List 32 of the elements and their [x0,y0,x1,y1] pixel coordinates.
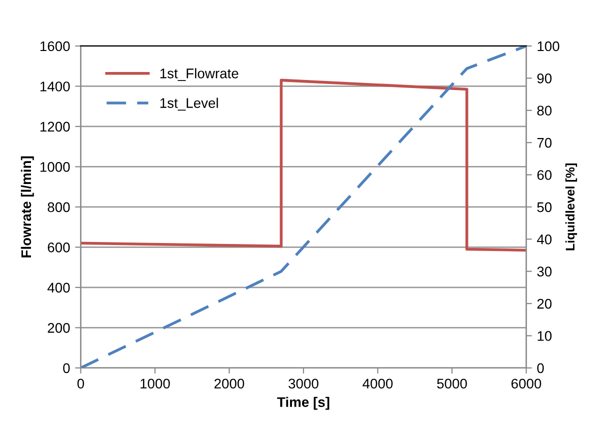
y2-tick-label: 30 [537,266,552,277]
legend-label: 1st_Flowrate [160,68,238,81]
y-tick-label: 1600 [40,41,70,52]
y-tick-label: 1200 [40,122,70,132]
x-tick-label: 3000 [288,378,318,389]
x-tick-label: 2000 [214,378,244,389]
legend-label: 1st_Level [160,98,218,111]
y2-tick-label: 80 [537,106,552,116]
y-tick-label: 0 [63,363,70,374]
x-tick-label: 4000 [362,378,393,389]
x-axis-title: Time [s] [277,396,330,410]
y-tick-label: 1400 [40,82,70,92]
y-tick-label: 200 [48,323,70,333]
y2-tick-label: 40 [536,234,552,244]
y-tick-label: 600 [48,242,70,252]
y-tick-label: 800 [48,202,70,212]
x-tick-label: 6000 [512,378,542,389]
y-tick-label: 400 [47,282,70,293]
y-tick-label: 1000 [40,162,70,172]
y2-tick-label: 100 [538,41,560,52]
x-tick-label: 1000 [140,378,170,389]
y2-tick-label: 10 [538,331,552,341]
y2-tick-label: 20 [537,298,552,309]
y2-tick-label: 70 [537,138,552,148]
x-tick-label: 0 [77,378,84,389]
y2-axis-title: Liquidlevel [%] [565,164,578,250]
y2-tick-label: 0 [537,363,544,374]
y-axis-title: Flowrate [l/min] [20,156,34,258]
y2-tick-label: 90 [537,74,552,84]
y2-tick-label: 60 [537,170,552,180]
y2-tick-label: 50 [537,202,552,212]
x-tick-label: 5000 [437,378,467,389]
